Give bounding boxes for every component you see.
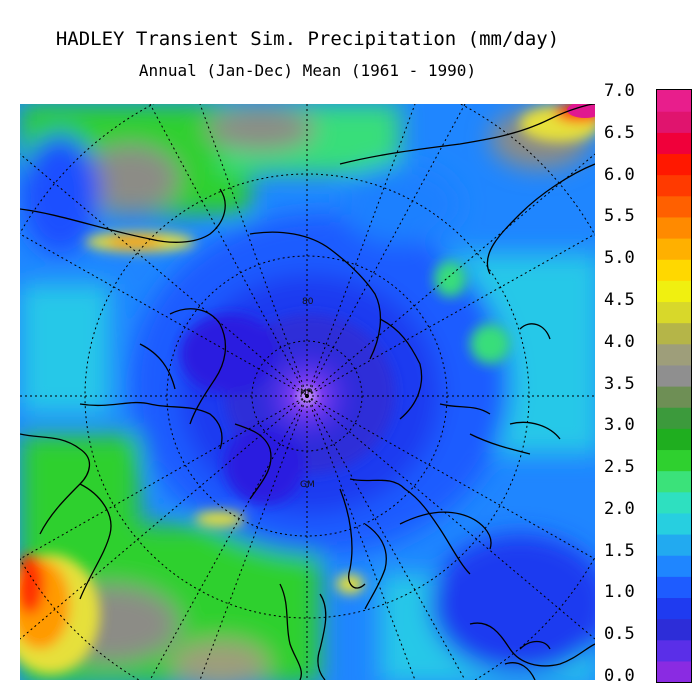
colorbar-band	[657, 660, 691, 682]
colorbar-band	[657, 449, 691, 472]
colorbar-band	[657, 322, 691, 345]
colorbar-tick-label: 1.5	[604, 540, 635, 561]
colorbar-band	[657, 132, 691, 155]
colorbar-band	[657, 428, 691, 451]
colorbar-band	[657, 555, 691, 577]
colorbar-band	[657, 195, 691, 218]
colorbar-band	[657, 259, 691, 281]
colorbar-band	[657, 618, 691, 641]
precipitation-map: NP 80 GM	[20, 104, 595, 680]
colorbar-band	[657, 153, 691, 176]
colorbar-band	[657, 386, 691, 408]
colorbar-tick-label: 0.5	[604, 624, 635, 645]
chart-subtitle: Annual (Jan-Dec) Mean (1961 - 1990)	[138, 61, 477, 80]
chart-title: HADLEY Transient Sim. Precipitation (mm/…	[55, 28, 560, 50]
colorbar-tick-label: 6.5	[604, 122, 635, 143]
colorbar-tick-label: 3.5	[604, 373, 635, 394]
colorbar-tick-label: 3.0	[604, 415, 635, 436]
colorbar-band	[657, 280, 691, 303]
gm-label: GM	[300, 480, 315, 490]
colorbar-band	[657, 491, 691, 514]
colorbar-band	[657, 90, 691, 112]
colorbar-tick-label: 2.5	[604, 457, 635, 478]
coastlines	[20, 104, 595, 680]
colorbar-tick-label: 5.5	[604, 206, 635, 227]
magenta-high	[567, 104, 595, 118]
colorbar-tick-label: 2.0	[604, 498, 635, 519]
colorbar-band	[657, 597, 691, 620]
colorbar-band	[657, 238, 691, 260]
colorbar-tick-label: 6.0	[604, 164, 635, 185]
colorbar-band	[657, 407, 691, 429]
colorbar-band	[657, 534, 691, 556]
colorbar-band	[657, 512, 691, 535]
colorbar-tick-label: 0.0	[604, 666, 635, 686]
colorbar-band	[657, 301, 691, 324]
colorbar-band	[657, 111, 691, 133]
colorbar-tick-label: 5.0	[604, 248, 635, 269]
colorbar-tick-label: 4.5	[604, 289, 635, 310]
colorbar-tick-label: 1.0	[604, 582, 635, 603]
colorbar-ticks: 7.0 6.5 6.0 5.5 5.0 4.5 4.0 3.5 3.0 2.5 2.0 1.5 1.0 0…	[598, 0, 656, 700]
colorbar	[656, 89, 692, 683]
colorbar-band	[657, 470, 691, 493]
graticule	[20, 104, 595, 680]
colorbar-band	[657, 216, 691, 239]
colorbar-band	[657, 576, 691, 599]
colorbar-tick-label: 7.0	[604, 81, 635, 101]
colorbar-band	[657, 639, 691, 662]
colorbar-band	[657, 343, 691, 366]
pole-label: NP	[300, 388, 313, 398]
colorbar-tick-label: 4.0	[604, 331, 635, 352]
colorbar-band	[657, 174, 691, 197]
colorbar-band	[657, 364, 691, 387]
lat80-label: 80	[302, 297, 314, 307]
